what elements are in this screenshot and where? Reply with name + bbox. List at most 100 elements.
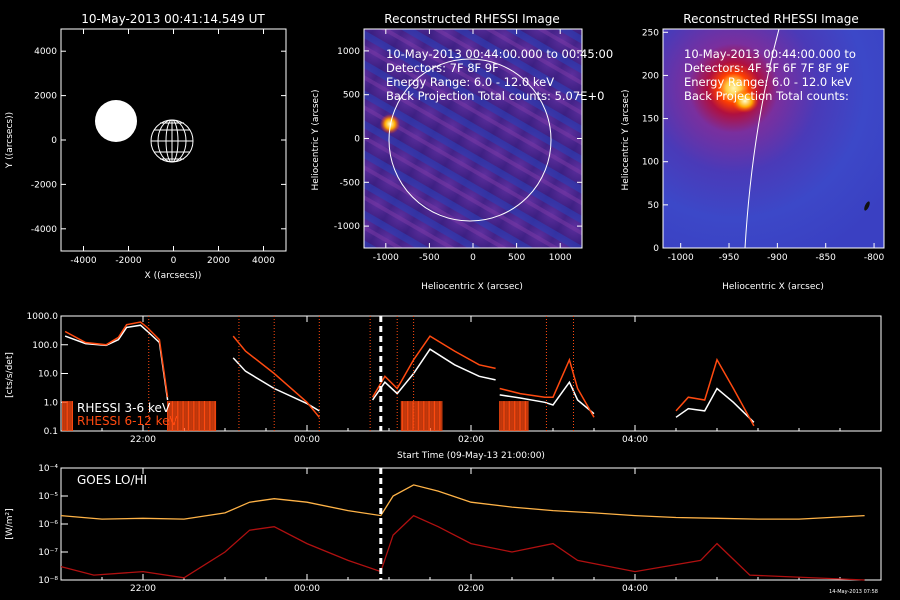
rhessi1-xtick-label: 1000 (549, 253, 572, 263)
panel-rhessi2-ylabel: Heliocentric Y (arcsec) (621, 89, 631, 190)
rhessi1-xtick-label: -500 (419, 253, 440, 263)
lc2-xtick-label: 00:00 (294, 584, 320, 594)
solar-xtick-label: -4000 (70, 256, 96, 266)
rhessi2-ytick-label: 0 (653, 244, 659, 254)
panel-rhessi2-xlabel: Heliocentric X (arcsec) (722, 282, 824, 292)
solar-ytick-label: 2000 (34, 92, 57, 102)
lc1-ytick-label: 100.0 (32, 341, 58, 351)
solar-xtick-label: 2000 (207, 256, 230, 266)
solar-ytick-label: -2000 (31, 180, 57, 190)
lc1-series-low (675, 387, 755, 423)
rhessi1-info-line: Energy Range: 6.0 - 12.0 keV (386, 75, 554, 89)
solar-ytick-label: 4000 (34, 47, 57, 57)
lc2-ytick-label: 10⁻⁶ (38, 520, 58, 530)
lc1-ytick-label: 1.0 (44, 398, 59, 408)
panel-rhessi2-title: Reconstructed RHESSI Image (683, 12, 858, 26)
panel-solar-ylabel: Y ((arcsecs)) (5, 112, 15, 169)
rhessi2-ytick-label: 200 (642, 71, 659, 81)
lc1-series-low (371, 348, 496, 401)
rhessi1-xtick-label: 500 (508, 253, 525, 263)
lc2-series-hi (60, 514, 865, 581)
rhessi1-xtick-label: 0 (470, 253, 476, 263)
lc1-xtick-label: 02:00 (458, 435, 484, 445)
lc1-ytick-label: 0.1 (44, 427, 58, 437)
panel-solar: 10-May-2013 00:41:14.549 UT -4000 -2000 0 2… (5, 12, 287, 281)
lc2-legend: GOES LO/HI (77, 473, 147, 487)
rhessi2-ytick-label: 50 (648, 201, 660, 211)
solar-xtick-label: -2000 (115, 256, 141, 266)
lc2-xtick-label: 22:00 (130, 584, 156, 594)
lc2-ylabel: [W/m²] (5, 508, 15, 539)
lc1-series-high (499, 357, 595, 418)
panel-rhessi1-ylabel: Heliocentric Y (arcsec) (311, 89, 321, 190)
lc2-ytick-label: 10⁻⁴ (38, 464, 58, 474)
rhessi2-info-line: Back Projection Total counts: (684, 89, 849, 103)
lc2-ytick-label: 10⁻⁵ (38, 492, 58, 502)
panel-rhessi1-xlabel: Heliocentric X (arcsec) (421, 282, 523, 292)
lc2-series-lo (60, 484, 865, 520)
lc1-legend-high: RHESSI 6-12 keV (77, 414, 178, 428)
solar-xtick-label: 4000 (252, 256, 275, 266)
panel-solar-title: 10-May-2013 00:41:14.549 UT (81, 12, 265, 26)
goes-lc-frame (60, 467, 882, 581)
rhessi2-limb (744, 29, 780, 248)
rhessi2-ytick-label: 150 (642, 115, 659, 125)
lc1-xtick-label: 04:00 (622, 435, 648, 445)
lc1-series-high (675, 357, 755, 427)
panel-rhessi1-title: Reconstructed RHESSI Image (384, 12, 559, 26)
lc1-legend-low: RHESSI 3-6 keV (77, 401, 171, 415)
timestamp: 14-May-2013 07:58 (829, 589, 878, 595)
rhessi2-xtick-label: -850 (815, 253, 836, 263)
rhessi1-info-line: Back Projection Total counts: 5.07E+0 (386, 89, 604, 103)
lc1-xtick-label: 00:00 (294, 435, 320, 445)
lc1-series-high (371, 335, 496, 398)
rhessi1-xtick-label: -1000 (373, 253, 399, 263)
rhessi2-xtick-label: -950 (719, 253, 740, 263)
rhessi1-ytick-label: 500 (343, 91, 360, 101)
rhessi2-xtick-label: -1000 (668, 253, 694, 263)
rhessi2-info-line: Energy Range: 6.0 - 12.0 keV (684, 75, 852, 89)
rhessi1-info-line: 10-May-2013 00:44:00.000 to 00:45:00 (386, 47, 613, 61)
lc2-ytick-label: 10⁻⁷ (38, 548, 58, 558)
rhessi2-image (663, 29, 884, 248)
lc1-ylabel: [cts/s/det] (5, 352, 15, 398)
rhessi2-xtick-label: -900 (767, 253, 788, 263)
lc1-xtick-label: 22:00 (130, 435, 156, 445)
rhessi2-xtick-label: -800 (864, 253, 885, 263)
solar-ytick-label: 0 (51, 136, 57, 146)
lc2-xtick-label: 04:00 (622, 584, 648, 594)
lc1-series-low (232, 357, 320, 412)
lc1-series-low (499, 380, 595, 415)
lc2-ytick-label: 10⁻⁸ (38, 576, 58, 586)
rhessi-lightcurve: 1000.0 100.0 10.0 1.0 0.1 22:00 00:00 02:00 04:0… (5, 312, 882, 461)
lc1-series-low (64, 324, 169, 401)
lc1-ytick-label: 10.0 (38, 370, 58, 380)
goes-lightcurve: 10⁻⁴ 10⁻⁵ 10⁻⁶ 10⁻⁷ 10⁻⁸ 22:00 00:00 02:00 04:00… (5, 464, 882, 594)
rhessi2-source (731, 89, 759, 113)
solar-ytick-label: -4000 (31, 225, 57, 235)
panel-rhessi2-frame (662, 28, 885, 249)
rhessi2-ytick-label: 250 (642, 28, 659, 38)
lc1-xlabel: Start Time (09-May-13 21:00:00) (397, 451, 545, 461)
lc2-xtick-label: 02:00 (458, 584, 484, 594)
panel-rhessi-zoom: Reconstructed RHESSI Image 10-May-2013 0… (621, 12, 885, 292)
panel-solar-frame (60, 28, 287, 252)
lc1-ytick-label: 1000.0 (27, 312, 59, 322)
lc1-series-high (64, 321, 169, 398)
rhessi2-dark-spot (864, 201, 870, 211)
rhessi1-limb (388, 58, 552, 222)
solar-xtick-label: 0 (171, 256, 177, 266)
rhessi2-ytick-label: 100 (642, 158, 659, 168)
rhessi2-info-line: Detectors: 4F 5F 6F 7F 8F 9F (684, 61, 850, 75)
rhessi1-ytick-label: -500 (340, 178, 361, 188)
panel-rhessi-full: Reconstructed RHESSI Image 10-May-2013 0… (311, 12, 613, 292)
rhessi1-ytick-label: -1000 (334, 222, 360, 232)
sun-globe-icon (150, 119, 194, 163)
rhessi1-info-line: Detectors: 7F 8F 9F (386, 61, 499, 75)
lc1-series-high (232, 335, 320, 418)
rhessi1-ytick-label: 1000 (337, 47, 360, 57)
solar-source-blob (95, 100, 137, 142)
rhessi1-ytick-label: 0 (354, 135, 360, 145)
rhessi2-info-line: 10-May-2013 00:44:00.000 to (684, 47, 856, 61)
